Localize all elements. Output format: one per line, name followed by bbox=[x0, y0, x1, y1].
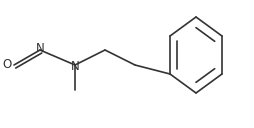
Text: N: N bbox=[36, 42, 44, 56]
Text: O: O bbox=[3, 58, 12, 72]
Text: N: N bbox=[71, 60, 79, 72]
